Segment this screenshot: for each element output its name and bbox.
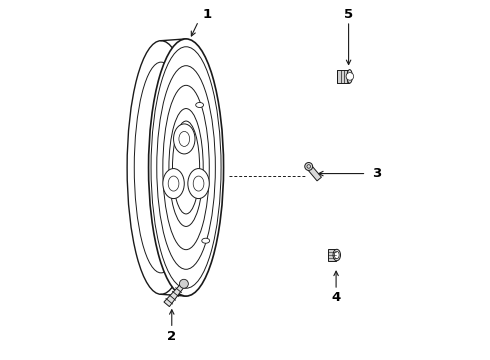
Ellipse shape [347,69,352,83]
Ellipse shape [333,249,341,261]
Text: 2: 2 [167,330,176,343]
Polygon shape [164,282,186,307]
FancyBboxPatch shape [328,249,336,261]
FancyBboxPatch shape [337,69,348,83]
Ellipse shape [202,238,210,243]
Text: 4: 4 [331,291,341,305]
Ellipse shape [163,168,184,199]
Ellipse shape [188,168,209,199]
Ellipse shape [157,66,215,269]
Text: 1: 1 [203,8,212,21]
Text: 3: 3 [372,167,382,180]
Ellipse shape [179,279,188,288]
Ellipse shape [334,251,339,259]
Ellipse shape [173,124,195,154]
Ellipse shape [163,85,209,249]
Text: 5: 5 [344,8,353,21]
Circle shape [346,73,354,80]
Circle shape [305,162,313,170]
Ellipse shape [196,103,203,108]
Polygon shape [308,166,321,181]
Ellipse shape [148,39,223,296]
Ellipse shape [151,47,221,288]
Ellipse shape [172,121,199,214]
Ellipse shape [169,109,203,226]
